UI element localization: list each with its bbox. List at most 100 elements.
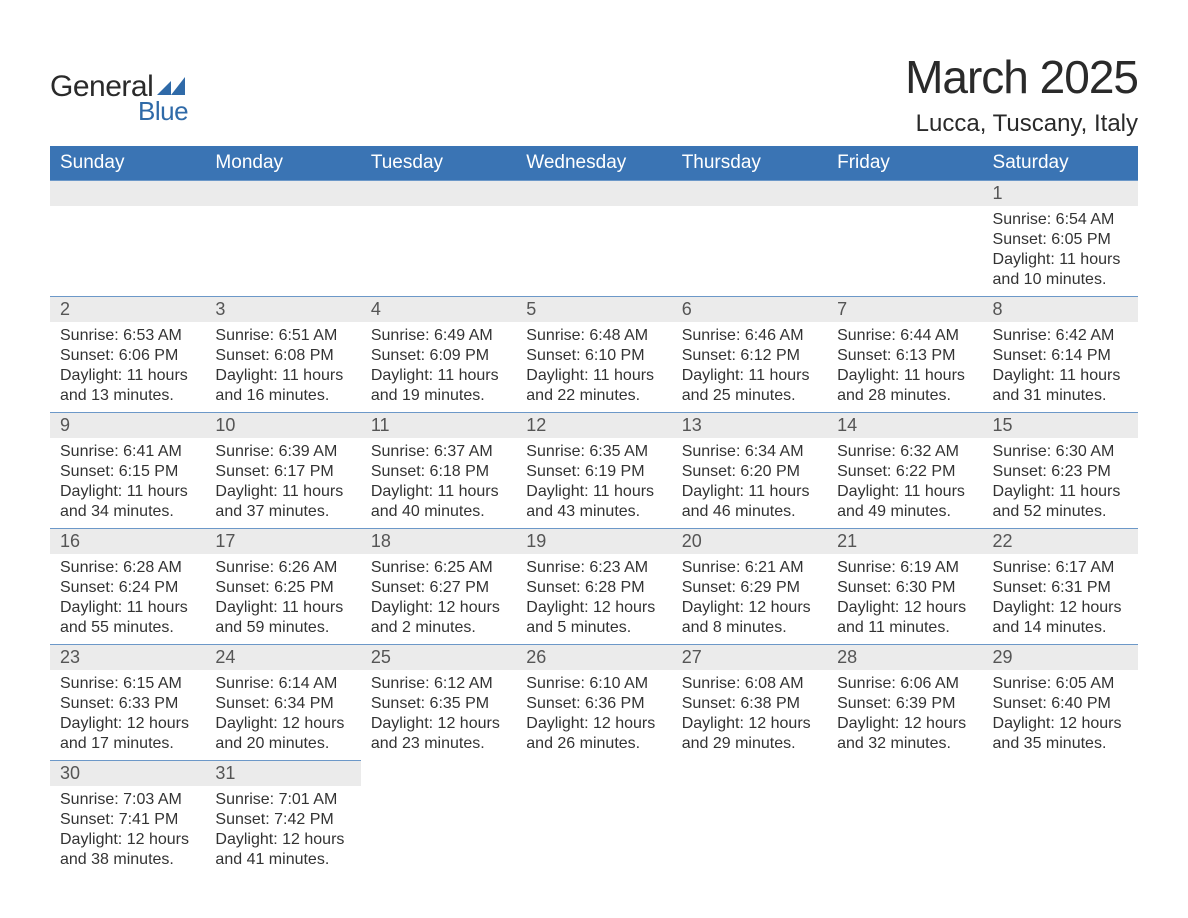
day-number <box>205 181 360 206</box>
sunset-line-label: Sunset: <box>993 347 1052 364</box>
sunrise-line: Sunrise: 6:49 AM <box>371 326 506 346</box>
calendar-cell: 2Sunrise: 6:53 AMSunset: 6:06 PMDaylight… <box>50 297 205 413</box>
sunrise-line-label: Sunrise: <box>215 443 278 460</box>
sunrise-line-value: 6:23 AM <box>589 559 648 576</box>
day-details <box>827 786 982 796</box>
sunrise-line-value: 6:42 AM <box>1056 327 1115 344</box>
sunset-line: Sunset: 6:29 PM <box>682 578 817 598</box>
sunset-line-label: Sunset: <box>526 463 585 480</box>
calendar-cell: 24Sunrise: 6:14 AMSunset: 6:34 PMDayligh… <box>205 645 360 761</box>
sunset-line: Sunset: 6:14 PM <box>993 346 1128 366</box>
calendar-cell: 31Sunrise: 7:01 AMSunset: 7:42 PMDayligh… <box>205 761 360 877</box>
calendar-cell <box>983 761 1138 877</box>
calendar-cell: 17Sunrise: 6:26 AMSunset: 6:25 PMDayligh… <box>205 529 360 645</box>
day-number <box>516 761 671 786</box>
sunset-line-label: Sunset: <box>215 811 274 828</box>
daylight-line-label: Daylight: <box>993 599 1060 616</box>
sunset-line: Sunset: 6:24 PM <box>60 578 195 598</box>
sunset-line-label: Sunset: <box>993 579 1052 596</box>
calendar-cell <box>827 761 982 877</box>
sunrise-line-value: 6:46 AM <box>745 327 804 344</box>
day-details: Sunrise: 6:32 AMSunset: 6:22 PMDaylight:… <box>827 438 982 528</box>
day-number: 3 <box>205 297 360 322</box>
day-details: Sunrise: 6:42 AM Sunset: 6:14 PMDaylight:… <box>983 322 1138 412</box>
sunrise-line-label: Sunrise: <box>993 327 1056 344</box>
sunset-line: Sunset: 6:34 PM <box>215 694 350 714</box>
weekday-header: Tuesday <box>361 146 516 181</box>
sunset-line-value: 6:09 PM <box>430 347 490 364</box>
weekday-header: Sunday <box>50 146 205 181</box>
sunrise-line-value: 6:26 AM <box>279 559 338 576</box>
sunset-line-label: Sunset: <box>215 695 274 712</box>
sunrise-line-label: Sunrise: <box>371 443 434 460</box>
sunset-line: Sunset: 6:13 PM <box>837 346 972 366</box>
day-details <box>516 786 671 796</box>
calendar-cell: 1Sunrise: 6:54 AMSunset: 6:05 PMDaylight… <box>983 181 1138 297</box>
daylight-line-label: Daylight: <box>371 599 438 616</box>
sunset-line-label: Sunset: <box>837 463 896 480</box>
sunrise-line-value: 6:15 AM <box>123 675 182 692</box>
sunrise-line-value: 6:51 AM <box>279 327 338 344</box>
day-details: Sunrise: 6:26 AMSunset: 6:25 PMDaylight:… <box>205 554 360 644</box>
sunrise-line-label: Sunrise: <box>837 443 900 460</box>
location-subtitle: Lucca, Tuscany, Italy <box>905 110 1138 138</box>
sunset-line-label: Sunset: <box>215 347 274 364</box>
calendar-table: SundayMondayTuesdayWednesdayThursdayFrid… <box>50 146 1138 876</box>
day-details: Sunrise: 6:53 AMSunset: 6:06 PMDaylight:… <box>50 322 205 412</box>
day-number: 12 <box>516 413 671 438</box>
day-number: 8 <box>983 297 1138 322</box>
sunset-line-value: 6:24 PM <box>119 579 179 596</box>
daylight-line: Daylight: 11 hours and 37 minutes. <box>215 482 350 522</box>
daylight-line: Daylight: 12 hours and 29 minutes. <box>682 714 817 754</box>
daylight-line: Daylight: 11 hours and 31 minutes. <box>993 366 1128 406</box>
daylight-line: Daylight: 11 hours and 46 minutes. <box>682 482 817 522</box>
day-number: 18 <box>361 529 516 554</box>
sunset-line: Sunset: 6:20 PM <box>682 462 817 482</box>
day-number: 24 <box>205 645 360 670</box>
sunset-line: Sunset: 6:31 PM <box>993 578 1128 598</box>
daylight-line-label: Daylight: <box>60 367 127 384</box>
day-number: 20 <box>672 529 827 554</box>
sunrise-line-value: 6:28 AM <box>123 559 182 576</box>
day-details: Sunrise: 6:30 AMSunset: 6:23 PMDaylight:… <box>983 438 1138 528</box>
daylight-line-label: Daylight: <box>682 367 749 384</box>
daylight-line: Daylight: 12 hours and 32 minutes. <box>837 714 972 754</box>
daylight-line-label: Daylight: <box>682 715 749 732</box>
sunset-line-label: Sunset: <box>682 347 741 364</box>
sunrise-line-value: 6:32 AM <box>900 443 959 460</box>
sunrise-line-value: 6:44 AM <box>900 327 959 344</box>
daylight-line: Daylight: 12 hours and 5 minutes. <box>526 598 661 638</box>
day-number: 31 <box>205 761 360 786</box>
daylight-line: Daylight: 12 hours and 8 minutes. <box>682 598 817 638</box>
sunset-line-value: 6:06 PM <box>119 347 179 364</box>
daylight-line-label: Daylight: <box>371 483 438 500</box>
sunrise-line-value: 6:35 AM <box>589 443 648 460</box>
sunrise-line: Sunrise: 6:08 AM <box>682 674 817 694</box>
day-details: Sunrise: 6:06 AMSunset: 6:39 PMDaylight:… <box>827 670 982 760</box>
day-number: 22 <box>983 529 1138 554</box>
day-number: 29 <box>983 645 1138 670</box>
calendar-cell: 26Sunrise: 6:10 AMSunset: 6:36 PMDayligh… <box>516 645 671 761</box>
sunset-line-label: Sunset: <box>371 695 430 712</box>
sunrise-line: Sunrise: 6:23 AM <box>526 558 661 578</box>
calendar-cell: 22Sunrise: 6:17 AMSunset: 6:31 PMDayligh… <box>983 529 1138 645</box>
header: General Blue March 2025 Lucca, Tuscany, … <box>50 50 1138 138</box>
sunrise-line-value: 6:49 AM <box>434 327 493 344</box>
daylight-line: Daylight: 11 hours and 59 minutes. <box>215 598 350 638</box>
daylight-line-label: Daylight: <box>526 715 593 732</box>
calendar-cell <box>827 181 982 297</box>
calendar-body: 1Sunrise: 6:54 AMSunset: 6:05 PMDaylight… <box>50 181 1138 877</box>
daylight-line: Daylight: 11 hours and 22 minutes. <box>526 366 661 406</box>
daylight-line-label: Daylight: <box>993 251 1060 268</box>
sunrise-line: Sunrise: 6:10 AM <box>526 674 661 694</box>
sunset-line-label: Sunset: <box>60 579 119 596</box>
calendar-cell: 28Sunrise: 6:06 AMSunset: 6:39 PMDayligh… <box>827 645 982 761</box>
calendar-cell: 10Sunrise: 6:39 AMSunset: 6:17 PMDayligh… <box>205 413 360 529</box>
sunrise-line-value: 6:08 AM <box>745 675 804 692</box>
daylight-line-label: Daylight: <box>837 599 904 616</box>
sunrise-line-value: 6:14 AM <box>279 675 338 692</box>
daylight-line: Daylight: 12 hours and 38 minutes. <box>60 830 195 870</box>
daylight-line-label: Daylight: <box>837 367 904 384</box>
sunset-line-value: 7:41 PM <box>119 811 179 828</box>
calendar-header-row: SundayMondayTuesdayWednesdayThursdayFrid… <box>50 146 1138 181</box>
